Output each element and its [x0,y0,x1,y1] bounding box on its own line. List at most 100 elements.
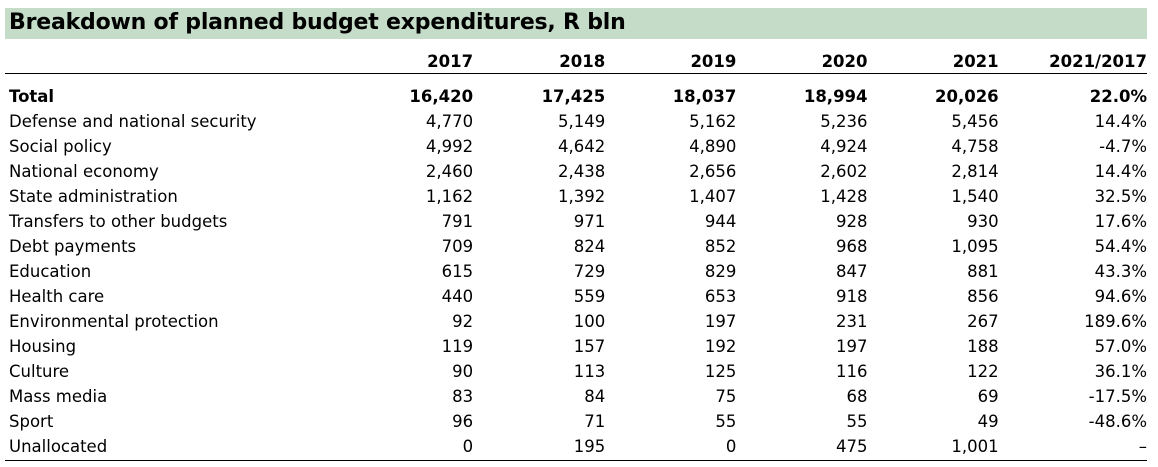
row-label: Environmental protection [9,312,219,331]
table-cell: 55 [715,412,737,431]
table-cell: 2,460 [425,162,474,181]
table-cell: 824 [573,237,606,256]
table-cell: 125 [704,362,737,381]
table-cell: -48.6% [1088,412,1147,431]
chart-title: Breakdown of planned budget expenditures… [9,10,626,35]
table-cell: 1,428 [820,187,868,206]
table-cell: 1,162 [425,187,474,206]
table-cell: – [1138,437,1147,456]
table-cell: 75 [715,387,737,406]
table-cell: 68 [846,387,868,406]
table-row: Health care 440 559 653 918 856 94.6% [5,284,1147,309]
table-cell: 96 [452,412,474,431]
table-cell: 231 [836,312,868,331]
table-cell: 440 [441,287,474,306]
table-cell: -4.7% [1099,137,1147,156]
table-cell: -17.5% [1088,387,1147,406]
column-header: 2018 [559,52,606,71]
table-cell: 791 [441,212,474,231]
table-body: Total 16,420 17,425 18,037 18,994 20,026 22.0%… [5,74,1147,460]
row-label: Mass media [9,387,108,406]
table-cell: 852 [704,237,737,256]
table-cell: 1,392 [557,187,606,206]
table-cell: 4,890 [689,137,737,156]
table-cell: 968 [836,237,868,256]
table-cell: 18,037 [672,87,737,106]
table-cell: 4,770 [425,112,474,131]
row-label: Unallocated [9,437,108,456]
table-cell: 930 [967,212,999,231]
table-cell: 113 [573,362,606,381]
table-row: Social policy 4,992 4,642 4,890 4,924 4,758 -4… [5,134,1147,159]
table-row: Environmental protection 92 100 197 231 267 18… [5,309,1147,334]
table-cell: 195 [573,437,606,456]
table-cell: 90 [452,362,474,381]
row-label: Housing [9,337,77,356]
table-cell: 1,407 [689,187,737,206]
row-label: Social policy [9,137,112,156]
table-cell: 16,420 [409,87,474,106]
header-row: 2017 2018 2019 2020 2021 2021/2017 [5,40,1147,74]
column-header: 2017 [427,52,474,71]
table-cell: 2,656 [689,162,737,181]
table-cell: 5,149 [557,112,606,131]
table-row: Housing 119 157 192 197 188 57.0% [5,334,1147,359]
table-cell: 94.6% [1094,287,1147,306]
column-header: 2021 [952,52,999,71]
table-cell: 4,924 [820,137,868,156]
total-row: Total 16,420 17,425 18,037 18,994 20,026 22.0% [5,74,1147,110]
table-cell: 189.6% [1084,312,1147,331]
table-cell: 881 [967,262,999,281]
table-cell: 267 [967,312,999,331]
table-cell: 83 [452,387,474,406]
table-cell: 1,540 [951,187,999,206]
row-label: Defense and national security [9,112,257,131]
table-cell: 729 [573,262,606,281]
table-cell: 157 [573,337,606,356]
table-cell: 1,001 [951,437,999,456]
table-cell: 14.4% [1094,112,1147,131]
table-cell: 84 [584,387,606,406]
table-cell: 944 [704,212,737,231]
table-cell: 54.4% [1094,237,1147,256]
table-cell: 17,425 [541,87,606,106]
table-cell: 188 [967,337,999,356]
table-cell: 100 [573,312,606,331]
table-cell: 20,026 [934,87,999,106]
table-cell: 92 [452,312,474,331]
table-row: Defense and national security 4,770 5,149 5… [5,109,1147,134]
table-cell: 829 [704,262,737,281]
table-cell: 653 [704,287,737,306]
table-cell: 2,814 [951,162,999,181]
table-cell: 116 [836,362,868,381]
table-cell: 615 [441,262,474,281]
table-cell: 49 [977,412,999,431]
table-row: Debt payments 709 824 852 968 1,095 54.4% [5,234,1147,259]
table-cell: 5,456 [951,112,999,131]
table-cell: 122 [967,362,999,381]
table-cell: 197 [704,312,737,331]
table-cell: 192 [704,337,737,356]
table-cell: 971 [573,212,606,231]
row-label: Debt payments [9,237,137,256]
row-label: State administration [9,187,178,206]
table-cell: 69 [977,387,999,406]
table-row: Mass media 83 84 75 68 69 -17.5% [5,384,1147,409]
table-cell: 4,642 [557,137,606,156]
table-cell: 856 [967,287,999,306]
table-cell: 0 [462,437,474,456]
table-cell: 14.4% [1094,162,1147,181]
table-cell: 918 [836,287,868,306]
row-label: Culture [9,362,70,381]
row-label: Health care [9,287,105,306]
table-row: Culture 90 113 125 116 122 36.1% [5,359,1147,384]
table-cell: 119 [441,337,474,356]
budget-table-container: 2017 2018 2019 2020 2021 2021/2017 Total… [5,40,1147,459]
table-cell: 4,758 [951,137,999,156]
table-row: National economy 2,460 2,438 2,656 2,602 2,81… [5,159,1147,184]
table-row: Education 615 729 829 847 881 43.3% [5,259,1147,284]
row-label: Sport [9,412,54,431]
budget-table: 2017 2018 2019 2020 2021 2021/2017 Total… [5,40,1147,459]
title-bar: Breakdown of planned budget expenditures… [5,8,1147,39]
table-row: Unallocated 0 195 0 475 1,001 – [5,434,1147,459]
